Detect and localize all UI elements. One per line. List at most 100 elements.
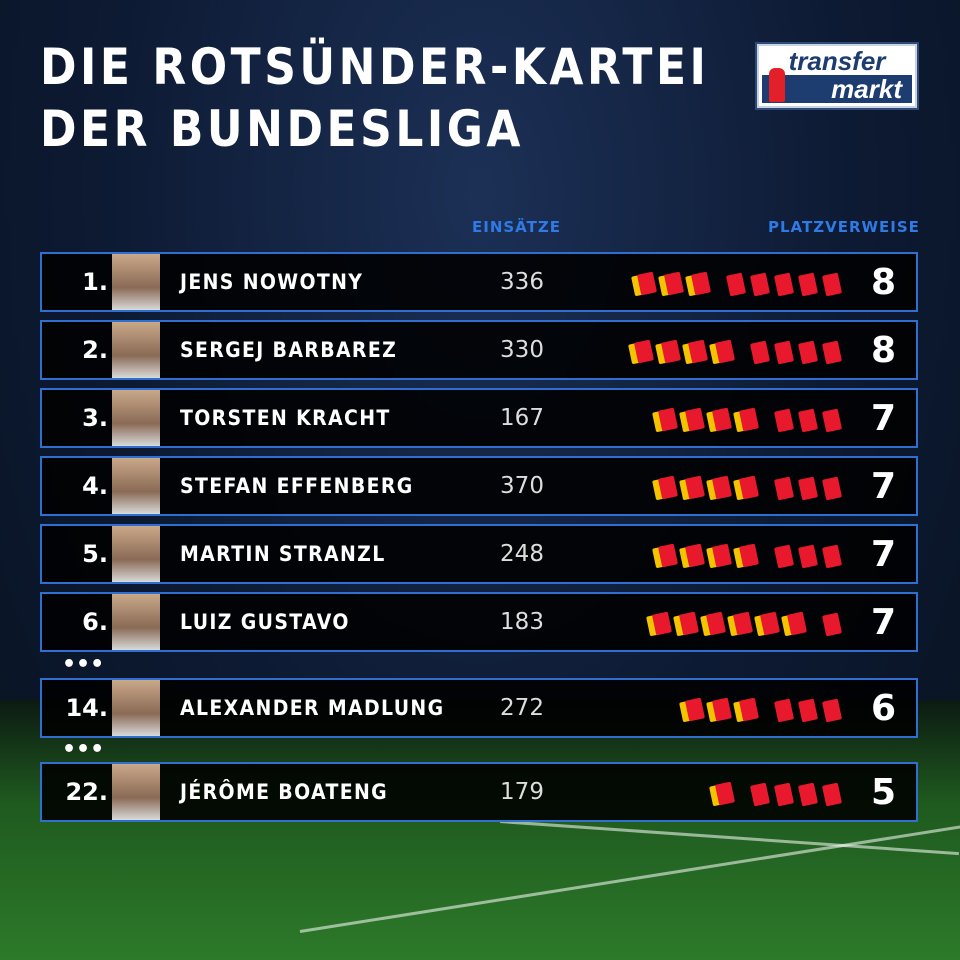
player-name: SERGEJ BARBAREZ bbox=[180, 338, 398, 362]
red-card-icon bbox=[821, 340, 843, 364]
yellow-red-card-icon bbox=[646, 611, 673, 637]
red-card-icon bbox=[821, 476, 843, 500]
player-name: STEFAN EFFENBERG bbox=[180, 474, 414, 498]
rank: 6. bbox=[82, 608, 108, 636]
red-card-icon bbox=[797, 408, 819, 432]
pitch-background bbox=[0, 700, 960, 960]
yellow-red-card-icon bbox=[733, 475, 760, 501]
red-card-icon bbox=[797, 476, 819, 500]
yellow-red-card-icon bbox=[706, 407, 733, 433]
red-card-icon bbox=[821, 272, 843, 296]
appearances: 272 bbox=[500, 695, 544, 721]
yellow-red-card-icon bbox=[733, 697, 760, 723]
player-photo bbox=[112, 594, 160, 650]
red-card-total: 6 bbox=[870, 688, 896, 729]
player-photo bbox=[112, 526, 160, 582]
red-card-icon bbox=[797, 340, 819, 364]
red-card-total: 5 bbox=[870, 772, 896, 813]
appearances: 336 bbox=[500, 269, 544, 295]
player-photo bbox=[112, 254, 160, 310]
separator-dots: ••• bbox=[62, 737, 105, 762]
red-card-icon bbox=[773, 340, 795, 364]
yellow-red-card-icon bbox=[700, 611, 727, 637]
rank: 14. bbox=[65, 694, 108, 722]
player-photo bbox=[112, 322, 160, 378]
yellow-red-card-icon bbox=[673, 611, 700, 637]
appearances: 167 bbox=[500, 405, 544, 431]
player-name: LUIZ GUSTAVO bbox=[180, 610, 350, 634]
appearances: 179 bbox=[500, 779, 544, 805]
player-figure-icon bbox=[769, 68, 785, 102]
player-name: JENS NOWOTNY bbox=[180, 270, 364, 294]
yellow-red-card-icon bbox=[679, 543, 706, 569]
player-name: ALEXANDER MADLUNG bbox=[180, 696, 445, 720]
yellow-red-card-icon bbox=[679, 697, 706, 723]
red-card-icon bbox=[797, 272, 819, 296]
card-list bbox=[709, 781, 848, 807]
player-photo bbox=[112, 764, 160, 820]
red-card-icon bbox=[773, 782, 795, 806]
red-card-total: 7 bbox=[870, 466, 896, 507]
yellow-red-card-icon bbox=[652, 475, 679, 501]
logo-top: transfer bbox=[788, 46, 886, 76]
card-list bbox=[652, 475, 848, 501]
red-card-icon bbox=[773, 698, 795, 722]
red-card-total: 8 bbox=[870, 262, 896, 303]
red-card-icon bbox=[821, 408, 843, 432]
table-row: 14. ALEXANDER MADLUNG 272 6 bbox=[40, 678, 918, 738]
red-card-icon bbox=[821, 698, 843, 722]
table-row: 4. STEFAN EFFENBERG 370 7 bbox=[40, 456, 918, 516]
yellow-red-card-icon bbox=[655, 339, 682, 365]
red-card-icon bbox=[821, 544, 843, 568]
card-list bbox=[652, 543, 848, 569]
rank: 2. bbox=[82, 336, 108, 364]
player-photo bbox=[112, 680, 160, 736]
card-list bbox=[652, 407, 848, 433]
table-row: 2. SERGEJ BARBAREZ 330 8 bbox=[40, 320, 918, 380]
rank: 4. bbox=[82, 472, 108, 500]
appearances: 370 bbox=[500, 473, 544, 499]
player-photo bbox=[112, 458, 160, 514]
red-card-icon bbox=[797, 698, 819, 722]
player-name: JÉRÔME BOATENG bbox=[180, 780, 389, 804]
player-name: MARTIN STRANZL bbox=[180, 542, 386, 566]
header-red-cards: PLATZVERWEISE bbox=[768, 218, 920, 236]
card-list bbox=[646, 611, 848, 637]
red-card-icon bbox=[773, 272, 795, 296]
yellow-red-card-icon bbox=[682, 339, 709, 365]
yellow-red-card-icon bbox=[631, 271, 658, 297]
red-card-icon bbox=[749, 340, 771, 364]
rank: 3. bbox=[82, 404, 108, 432]
red-card-icon bbox=[797, 782, 819, 806]
yellow-red-card-icon bbox=[658, 271, 685, 297]
card-list bbox=[631, 271, 848, 297]
table-row: 22. JÉRÔME BOATENG 179 5 bbox=[40, 762, 918, 822]
red-card-total: 8 bbox=[870, 330, 896, 371]
yellow-red-card-icon bbox=[781, 611, 808, 637]
table-row: 5. MARTIN STRANZL 248 7 bbox=[40, 524, 918, 584]
red-card-total: 7 bbox=[870, 534, 896, 575]
yellow-red-card-icon bbox=[652, 407, 679, 433]
page-title: DIE ROTSÜNDER-KARTEI DER BUNDESLIGA bbox=[40, 38, 710, 158]
table-row: 1. JENS NOWOTNY 336 8 bbox=[40, 252, 918, 312]
player-name: TORSTEN KRACHT bbox=[180, 406, 391, 430]
appearances: 248 bbox=[500, 541, 544, 567]
yellow-red-card-icon bbox=[709, 339, 736, 365]
yellow-red-card-icon bbox=[685, 271, 712, 297]
red-card-icon bbox=[749, 782, 771, 806]
yellow-red-card-icon bbox=[727, 611, 754, 637]
table-row: 3. TORSTEN KRACHT 167 7 bbox=[40, 388, 918, 448]
yellow-red-card-icon bbox=[679, 475, 706, 501]
red-card-icon bbox=[749, 272, 771, 296]
transfermarkt-logo: transfer markt bbox=[757, 44, 917, 108]
yellow-red-card-icon bbox=[733, 543, 760, 569]
table-row: 6. LUIZ GUSTAVO 183 7 bbox=[40, 592, 918, 652]
appearances: 330 bbox=[500, 337, 544, 363]
yellow-red-card-icon bbox=[706, 543, 733, 569]
player-photo bbox=[112, 390, 160, 446]
yellow-red-card-icon bbox=[733, 407, 760, 433]
yellow-red-card-icon bbox=[709, 781, 736, 807]
yellow-red-card-icon bbox=[652, 543, 679, 569]
header-apps: EINSÄTZE bbox=[472, 218, 561, 236]
red-card-total: 7 bbox=[870, 602, 896, 643]
